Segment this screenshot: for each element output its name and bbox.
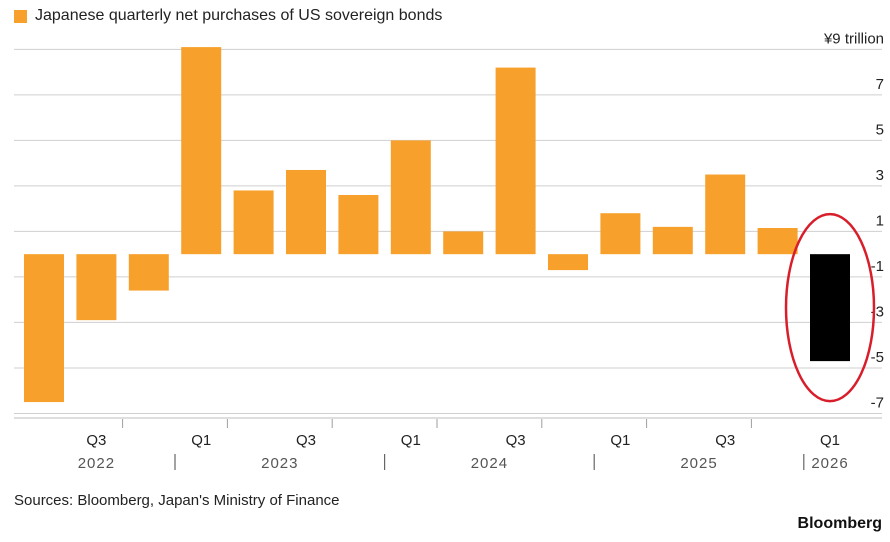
- bar: [495, 67, 536, 255]
- x-tick-label: Q1: [820, 432, 840, 449]
- year-label: 2024: [471, 455, 508, 472]
- bar: [600, 213, 641, 255]
- bar: [548, 254, 588, 271]
- year-label: 2025: [680, 455, 717, 472]
- brand-logo: Bloomberg: [797, 515, 882, 532]
- x-tick-label: Q3: [86, 432, 106, 449]
- year-label: 2022: [78, 455, 115, 472]
- bar: [443, 231, 484, 255]
- y-tick-label: 1: [876, 212, 884, 229]
- x-tick-label: Q3: [506, 432, 526, 449]
- year-label: 2023: [261, 455, 298, 472]
- y-tick-label: 3: [876, 167, 884, 184]
- x-axis: Q3 Q1 Q3 Q1 Q3 Q1 Q3 Q1 2022 2023 2024 2025 2026: [14, 417, 882, 472]
- bar: [76, 254, 117, 321]
- x-tick-label: Q1: [191, 432, 211, 449]
- bar: [757, 228, 798, 255]
- bar: [652, 226, 693, 255]
- grid-lines: [14, 48, 882, 414]
- y-tick-label: -1: [871, 258, 884, 275]
- x-tick-label: Q3: [715, 432, 735, 449]
- legend-label: Japanese quarterly net purchases of US s…: [35, 7, 443, 24]
- y-tick-label: 5: [876, 121, 884, 138]
- y-tick-label: 7: [876, 76, 884, 93]
- legend: Japanese quarterly net purchases of US s…: [14, 5, 442, 27]
- bar: [390, 140, 431, 255]
- legend-swatch: [14, 9, 27, 23]
- bar: [810, 254, 850, 362]
- bar: [128, 254, 169, 291]
- year-label: 2026: [811, 455, 848, 472]
- x-tick-label: Q1: [610, 432, 630, 449]
- bar: [24, 254, 64, 403]
- y-tick-label: -7: [871, 394, 884, 411]
- source-note: Sources: Bloomberg, Japan's Ministry of …: [14, 492, 340, 509]
- bar: [233, 190, 274, 255]
- y-tick-label: ¥9 trillion: [823, 30, 884, 47]
- bar: [338, 195, 379, 255]
- bars: [24, 47, 850, 403]
- bar: [181, 47, 222, 255]
- bar: [705, 174, 746, 255]
- x-tick-label: Q3: [296, 432, 316, 449]
- highlight-ellipse: [784, 212, 876, 403]
- annotations: [784, 212, 876, 403]
- x-tick-label: Q1: [401, 432, 421, 449]
- bar: [286, 169, 326, 255]
- y-tick-label: -5: [871, 349, 884, 366]
